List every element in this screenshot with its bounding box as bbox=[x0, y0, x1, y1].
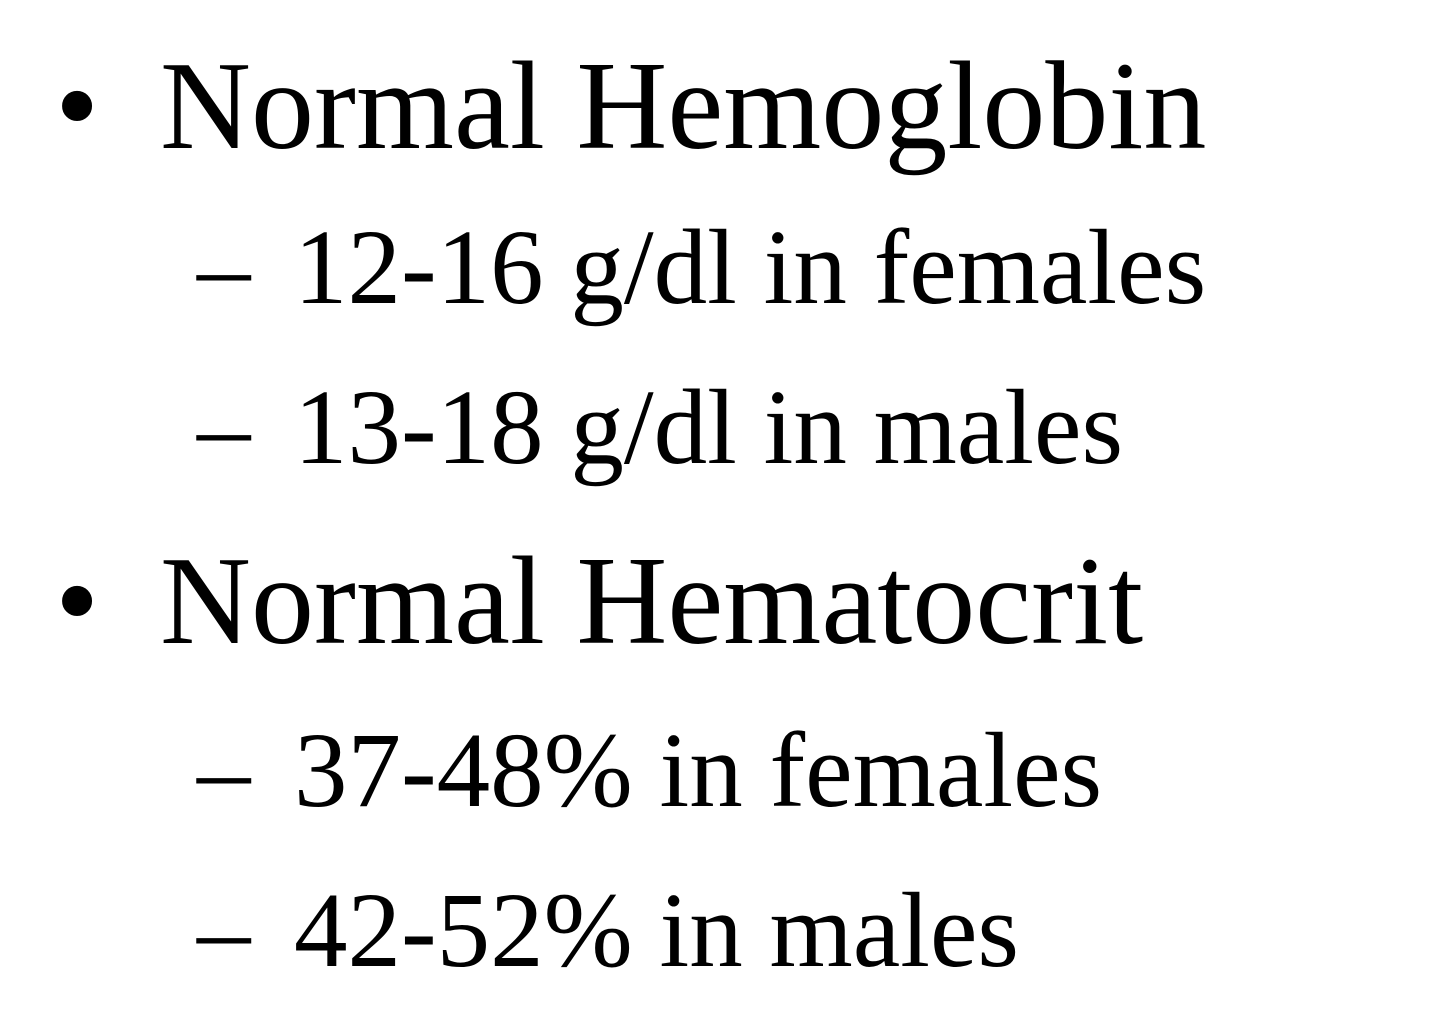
sub-item-hemoglobin-females: –12-16 g/dl in females bbox=[197, 215, 1206, 322]
sub-item-text: 42-52% in males bbox=[294, 872, 1020, 990]
sub-item-hematocrit-males: –42-52% in males bbox=[197, 878, 1019, 985]
bullet-item-hemoglobin: • Normal Hemoglobin bbox=[55, 44, 1206, 170]
bullet-item-text: Normal Hematocrit bbox=[160, 532, 1144, 671]
dash-marker: – bbox=[197, 209, 251, 327]
sub-item-hematocrit-females: –37-48% in females bbox=[197, 718, 1102, 825]
sub-item-text: 37-48% in females bbox=[294, 712, 1103, 830]
bullet-marker: • bbox=[55, 37, 100, 176]
bullet-item-text: Normal Hemoglobin bbox=[160, 37, 1207, 176]
sub-item-text: 12-16 g/dl in females bbox=[294, 209, 1207, 327]
dash-marker: – bbox=[197, 712, 251, 830]
dash-marker: – bbox=[197, 369, 251, 487]
dash-marker: – bbox=[197, 872, 251, 990]
sub-item-text: 13-18 g/dl in males bbox=[294, 369, 1124, 487]
bullet-item-hematocrit: • Normal Hematocrit bbox=[55, 539, 1143, 665]
sub-item-hemoglobin-males: –13-18 g/dl in males bbox=[197, 375, 1123, 482]
bullet-marker: • bbox=[55, 532, 100, 671]
